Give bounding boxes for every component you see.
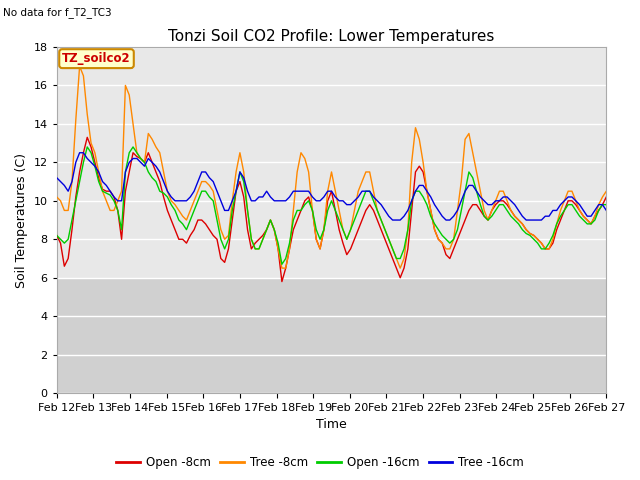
Bar <box>57 278 606 393</box>
Legend: Open -8cm, Tree -8cm, Open -16cm, Tree -16cm: Open -8cm, Tree -8cm, Open -16cm, Tree -… <box>111 452 529 474</box>
X-axis label: Time: Time <box>316 419 347 432</box>
Y-axis label: Soil Temperatures (C): Soil Temperatures (C) <box>15 153 28 288</box>
Title: Tonzi Soil CO2 Profile: Lower Temperatures: Tonzi Soil CO2 Profile: Lower Temperatur… <box>168 29 495 44</box>
Text: TZ_soilco2: TZ_soilco2 <box>62 52 131 65</box>
Text: No data for f_T2_TC3: No data for f_T2_TC3 <box>3 7 112 18</box>
